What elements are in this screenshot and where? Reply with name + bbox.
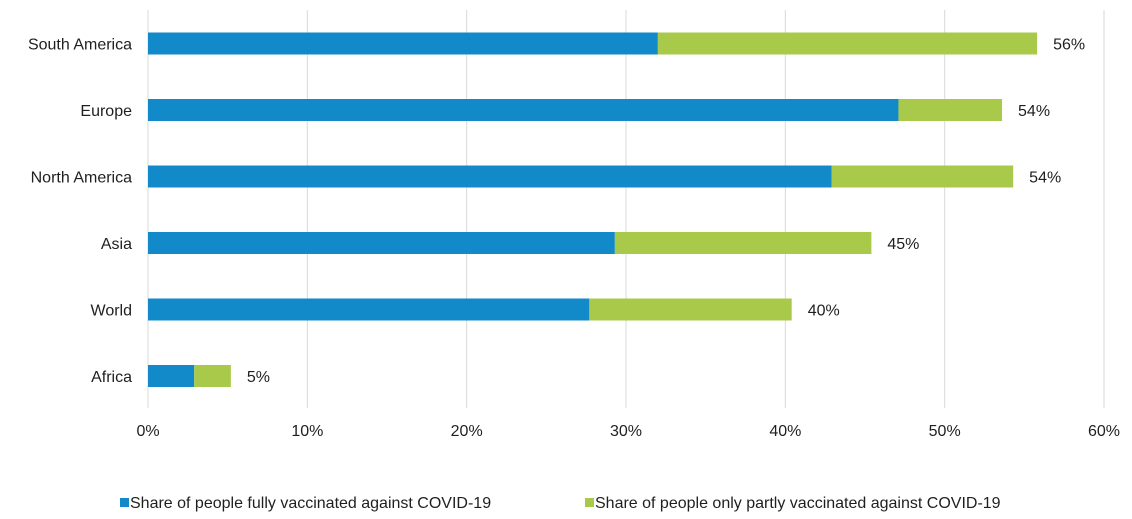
legend-swatch-fully-vaccinated <box>120 498 129 507</box>
category-label: Africa <box>91 369 132 386</box>
x-tick-label: 20% <box>451 423 483 440</box>
category-label: Europe <box>80 103 132 120</box>
bar-fully-vaccinated <box>148 99 899 121</box>
bar-fully-vaccinated <box>148 165 832 188</box>
bar-partly-vaccinated <box>614 232 872 254</box>
total-data-label: 5% <box>247 369 270 386</box>
labels: 0% 10% 20% 30% 40% 50% 60% South America 56% Euro… <box>28 37 1120 441</box>
bar-fully-vaccinated <box>148 32 658 55</box>
x-tick-label: 40% <box>769 423 801 440</box>
legend-label-partly-vaccinated: Share of people only partly vaccinated a… <box>595 495 1001 512</box>
bars <box>148 32 1038 387</box>
bar-partly-vaccinated <box>898 99 1003 121</box>
category-label: World <box>91 303 133 320</box>
x-tick-label: 50% <box>929 423 961 440</box>
legend: Share of people fully vaccinated against… <box>120 495 1001 512</box>
legend-label-fully-vaccinated: Share of people fully vaccinated against… <box>130 495 491 512</box>
bar-partly-vaccinated <box>831 165 1014 188</box>
total-data-label: 45% <box>887 236 919 253</box>
gridlines <box>147 10 1105 408</box>
bar-fully-vaccinated <box>148 365 195 387</box>
category-label: South America <box>28 37 132 54</box>
bar-fully-vaccinated <box>148 232 615 254</box>
x-tick-label: 10% <box>291 423 323 440</box>
total-data-label: 54% <box>1029 170 1061 187</box>
total-data-label: 40% <box>808 303 840 320</box>
x-tick-label: 30% <box>610 423 642 440</box>
total-data-label: 56% <box>1053 37 1085 54</box>
bar-fully-vaccinated <box>148 298 590 321</box>
bar-partly-vaccinated <box>657 32 1038 55</box>
category-label: Asia <box>101 236 132 253</box>
category-label: North America <box>31 170 132 187</box>
total-data-label: 54% <box>1018 103 1050 120</box>
bar-partly-vaccinated <box>589 298 792 321</box>
legend-swatch-partly-vaccinated <box>585 498 594 507</box>
bar-partly-vaccinated <box>194 365 231 387</box>
x-tick-label: 60% <box>1088 423 1120 440</box>
x-tick-label: 0% <box>136 423 159 440</box>
